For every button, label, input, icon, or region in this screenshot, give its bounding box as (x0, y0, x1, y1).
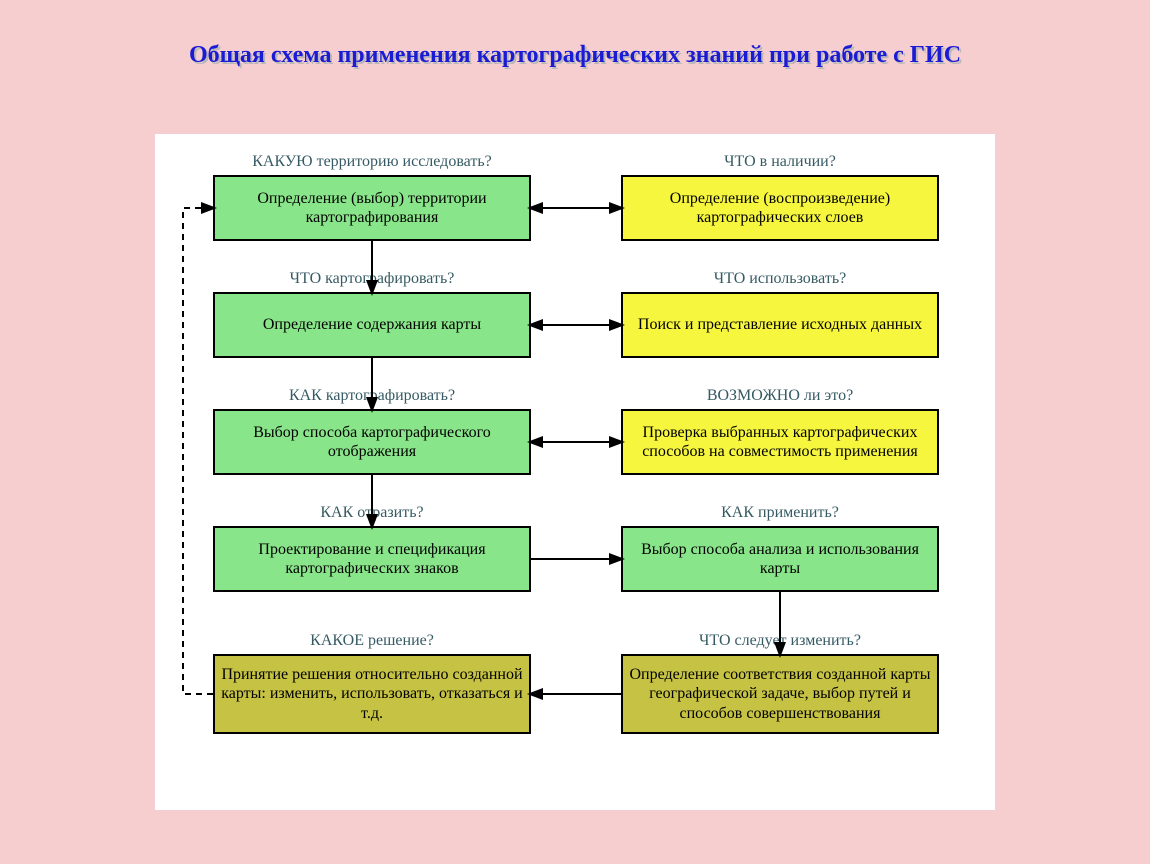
flow-node-R5: Определение соответствия созданной карты… (621, 654, 939, 734)
flowchart-panel: КАКУЮ территорию исследовать? Определение… (155, 134, 995, 810)
question-label: КАК отразить? (213, 504, 531, 522)
question-label: ЧТО использовать? (621, 270, 939, 288)
flow-node-R1: Определение (воспроизведение) картографи… (621, 175, 939, 241)
question-label: ЧТО картографировать? (213, 270, 531, 288)
question-label: КАКОЕ решение? (213, 632, 531, 650)
question-label: ЧТО в наличии? (621, 153, 939, 171)
page-title: Общая схема применения картографических … (0, 40, 1150, 70)
question-label: ВОЗМОЖНО ли это? (621, 387, 939, 405)
flow-node-L5: Принятие решения относительно созданной … (213, 654, 531, 734)
question-label: КАК картографировать? (213, 387, 531, 405)
flow-node-L4: Проектирование и спецификация картографи… (213, 526, 531, 592)
flow-node-R4: Выбор способа анализа и использования ка… (621, 526, 939, 592)
flow-node-R3: Проверка выбранных картографических спос… (621, 409, 939, 475)
flow-node-L2: Определение содержания карты (213, 292, 531, 358)
flow-node-L1: Определение (выбор) территории картограф… (213, 175, 531, 241)
question-label: ЧТО следует изменить? (621, 632, 939, 650)
title-text: Общая схема применения картографических … (189, 42, 961, 68)
flow-node-L3: Выбор способа картографического отображе… (213, 409, 531, 475)
flow-node-R2: Поиск и представление исходных данных (621, 292, 939, 358)
question-label: КАК применить? (621, 504, 939, 522)
question-label: КАКУЮ территорию исследовать? (213, 153, 531, 171)
page: Общая схема применения картографических … (0, 0, 1150, 864)
